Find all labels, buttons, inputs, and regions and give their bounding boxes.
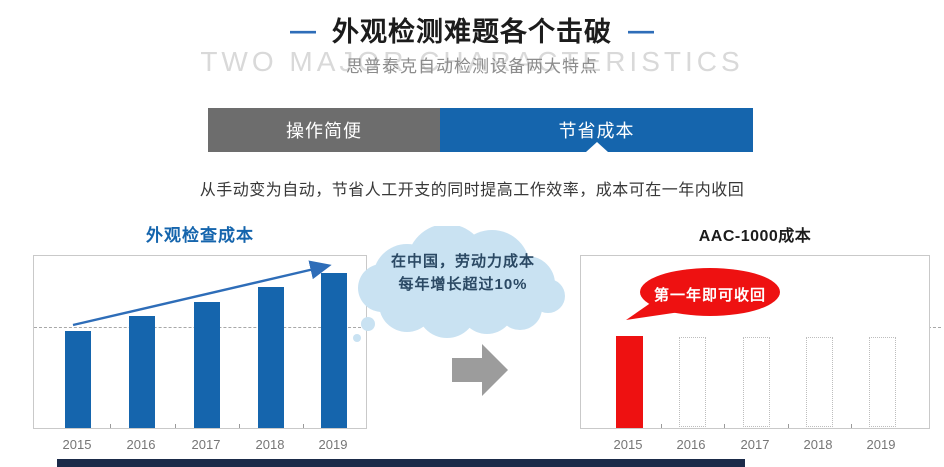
description-text: 从手动变为自动，节省人工开支的同时提高工作效率，成本可在一年内收回 (199, 182, 745, 199)
page-title: 外观检测难题各个击破 (332, 17, 612, 47)
x-tick-label: 2017 (191, 437, 221, 452)
callout-text: 第一年即可收回 (653, 287, 766, 304)
x-tick-label: 2019 (318, 437, 348, 452)
x-tick-label: 2018 (255, 437, 285, 452)
bar-2019 (868, 337, 896, 427)
thought-cloud-icon (353, 226, 565, 342)
page-subtitle: 思普泰克自动检测设备两大特点 (346, 57, 598, 76)
x-tick-label: 2015 (62, 437, 92, 452)
x-axis-tick (303, 424, 304, 428)
watermark-text: TWO MAJOR CHARACTERISTICS (200, 46, 744, 77)
cloud-note-line2: 每年增长超过10% (398, 276, 528, 293)
bar-2016 (129, 316, 155, 428)
x-axis-tick (661, 424, 662, 428)
x-tick-label: 2016 (126, 437, 156, 452)
trend-arrow-icon (72, 260, 332, 327)
x-axis-tick (851, 424, 852, 428)
right-chart-title: AAC-1000成本 (698, 228, 812, 245)
tab-bar: 操作简便 节省成本 (208, 108, 753, 152)
left-chart-x-axis: 2015 2016 2017 2018 2019 (33, 437, 367, 453)
header: — 外观检测难题各个击破 — (0, 10, 944, 49)
bar-2017 (194, 302, 220, 428)
x-axis-tick (175, 424, 176, 428)
tab-cost-saving[interactable]: 节省成本 (440, 108, 753, 152)
title-dash-left: — (290, 14, 316, 45)
left-chart-title: 外观检查成本 (146, 226, 254, 245)
bar-2016 (678, 337, 706, 427)
right-chart (580, 255, 930, 429)
x-tick-label: 2015 (613, 437, 643, 452)
callout-bubble-icon (626, 268, 780, 320)
cloud-note: 在中国，劳动力成本 每年增长超过10% (373, 250, 553, 296)
cloud-note-line1: 在中国，劳动力成本 (390, 253, 535, 270)
bar-2015 (615, 336, 643, 428)
x-tick-label: 2016 (676, 437, 706, 452)
active-tab-notch-icon (585, 142, 608, 152)
left-chart (33, 255, 367, 429)
x-tick-label: 2017 (740, 437, 770, 452)
x-tick-label: 2018 (803, 437, 833, 452)
footer-divider-bar (57, 459, 745, 467)
bar-2018 (805, 337, 833, 427)
bar-2015 (65, 331, 91, 428)
x-axis-tick (724, 424, 725, 428)
tab-easy-operation-label: 操作简便 (286, 121, 362, 141)
bar-2018 (258, 287, 284, 428)
x-axis-tick (239, 424, 240, 428)
x-axis-tick (110, 424, 111, 428)
tab-easy-operation[interactable]: 操作简便 (208, 108, 440, 152)
title-dash-right: — (628, 14, 654, 45)
tab-cost-saving-label: 节省成本 (558, 121, 635, 141)
right-arrow-icon (452, 344, 508, 396)
x-tick-label: 2019 (866, 437, 896, 452)
bar-2017 (742, 337, 770, 427)
bar-2019 (321, 273, 347, 428)
right-chart-x-axis: 2015 2016 2017 2018 2019 (580, 437, 930, 453)
x-axis-tick (788, 424, 789, 428)
